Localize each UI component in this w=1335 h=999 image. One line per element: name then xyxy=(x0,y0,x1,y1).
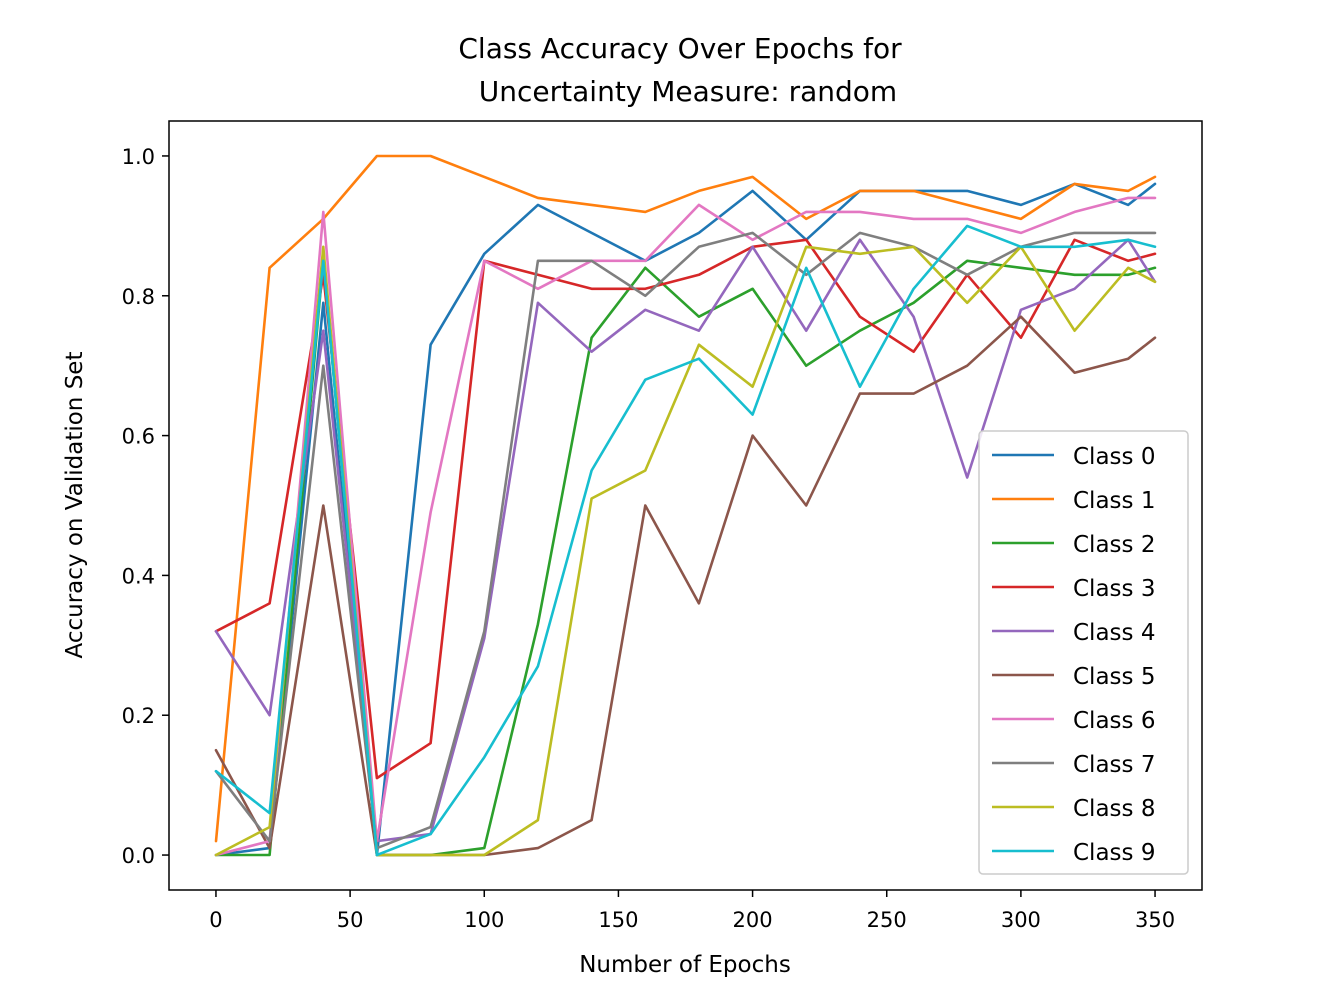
y-tick-label: 0.4 xyxy=(122,564,155,588)
x-tick-label: 200 xyxy=(733,908,773,932)
x-tick-label: 150 xyxy=(598,908,638,932)
x-tick-label: 250 xyxy=(867,908,907,932)
legend-label-class-7: Class 7 xyxy=(1073,752,1155,778)
legend-label-class-1: Class 1 xyxy=(1073,488,1155,514)
chart-title-line-2: Uncertainty Measure: random xyxy=(479,75,897,108)
legend-label-class-8: Class 8 xyxy=(1073,796,1155,822)
x-tick-label: 100 xyxy=(464,908,504,932)
series-lines xyxy=(214,154,1157,857)
legend-label-class-0: Class 0 xyxy=(1073,444,1155,470)
legend-label-class-4: Class 4 xyxy=(1073,620,1155,646)
x-tick-label: 0 xyxy=(209,908,222,932)
axis-ticks: 0 50 100 150 200 250 300 350 0.0 0.2 0.4 0.6 0.8 1.0 xyxy=(122,145,1175,932)
y-tick-label: 0.0 xyxy=(122,844,155,868)
plot-area-frame xyxy=(168,120,1203,891)
legend: Class 0 Class 1 Class 2 Class 3 Class 4 Class… xyxy=(978,430,1189,875)
x-tick-label: 50 xyxy=(337,908,364,932)
x-tick-label: 300 xyxy=(1001,908,1041,932)
legend-label-class-6: Class 6 xyxy=(1073,708,1155,734)
y-tick-label: 0.2 xyxy=(122,704,155,728)
legend-label-class-9: Class 9 xyxy=(1073,840,1155,866)
series-line-class-3 xyxy=(214,238,1157,780)
legend-label-class-2: Class 2 xyxy=(1073,532,1155,558)
y-tick-label: 0.6 xyxy=(122,425,155,449)
x-axis-label: Number of Epochs xyxy=(579,952,791,978)
x-tick-label: 350 xyxy=(1135,908,1175,932)
series-line-class-9 xyxy=(214,224,1157,857)
legend-label-class-5: Class 5 xyxy=(1073,664,1155,690)
legend-label-class-3: Class 3 xyxy=(1073,576,1155,602)
series-line-class-1 xyxy=(214,154,1157,843)
chart-title-line-1: Class Accuracy Over Epochs for xyxy=(458,32,902,65)
y-tick-label: 1.0 xyxy=(122,145,155,169)
y-axis-label: Accuracy on Validation Set xyxy=(62,352,88,659)
y-tick-label: 0.8 xyxy=(122,285,155,309)
